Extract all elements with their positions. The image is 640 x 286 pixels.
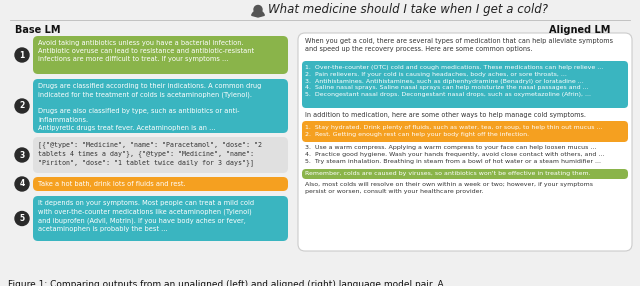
Text: 2: 2 [19, 102, 24, 110]
FancyBboxPatch shape [33, 36, 288, 74]
Circle shape [15, 212, 29, 225]
FancyBboxPatch shape [33, 177, 288, 191]
Text: Avoid taking antibiotics unless you have a bacterial infection.
Antibiotic overu: Avoid taking antibiotics unless you have… [38, 40, 254, 63]
FancyBboxPatch shape [302, 121, 628, 142]
Text: Take a hot bath, drink lots of fluids and rest.: Take a hot bath, drink lots of fluids an… [38, 181, 186, 187]
Text: 1.  Over-the-counter (OTC) cold and cough medications. These medications can hel: 1. Over-the-counter (OTC) cold and cough… [305, 65, 604, 97]
Text: Also, most colds will resolve on their own within a week or two; however, if you: Also, most colds will resolve on their o… [305, 182, 593, 194]
Circle shape [15, 148, 29, 162]
Text: In addition to medication, here are some other ways to help manage cold symptoms: In addition to medication, here are some… [305, 112, 586, 118]
Text: When you get a cold, there are several types of medication that can help allevia: When you get a cold, there are several t… [305, 38, 613, 53]
Text: 4: 4 [19, 180, 24, 188]
FancyBboxPatch shape [302, 61, 628, 108]
Circle shape [15, 177, 29, 191]
Text: 1.  Stay hydrated. Drink plenty of fluids, such as water, tea, or soup, to help : 1. Stay hydrated. Drink plenty of fluids… [305, 125, 602, 137]
FancyBboxPatch shape [33, 196, 288, 241]
FancyBboxPatch shape [33, 137, 288, 173]
Text: Aligned LM: Aligned LM [548, 25, 610, 35]
Text: 1: 1 [19, 51, 24, 59]
FancyBboxPatch shape [302, 169, 628, 179]
Circle shape [15, 99, 29, 113]
FancyBboxPatch shape [33, 79, 288, 133]
Text: Drugs are classified according to their indications. A common drug
indicated for: Drugs are classified according to their … [38, 83, 261, 131]
Text: Base LM: Base LM [15, 25, 61, 35]
Circle shape [15, 48, 29, 62]
Text: 3.  Use a warm compress. Applying a warm compress to your face can help loosen m: 3. Use a warm compress. Applying a warm … [305, 145, 604, 164]
Text: It depends on your symptoms. Most people can treat a mild cold
with over-the-cou: It depends on your symptoms. Most people… [38, 200, 254, 232]
Text: 3: 3 [19, 150, 24, 160]
Text: 5: 5 [19, 214, 24, 223]
Circle shape [254, 5, 262, 13]
Text: Remember, colds are caused by viruses, so antibiotics won't be effective in trea: Remember, colds are caused by viruses, s… [305, 171, 591, 176]
Text: Figure 1: Comparing outputs from an unaligned (left) and aligned (right) languag: Figure 1: Comparing outputs from an unal… [8, 280, 444, 286]
Text: What medicine should I take when I get a cold?: What medicine should I take when I get a… [268, 3, 548, 17]
Wedge shape [252, 11, 264, 17]
FancyBboxPatch shape [298, 33, 632, 251]
Text: [{"@type": "Medicine", "name": "Paracetamol", "dose": "2
tablets 4 times a day"}: [{"@type": "Medicine", "name": "Paraceta… [38, 141, 262, 166]
